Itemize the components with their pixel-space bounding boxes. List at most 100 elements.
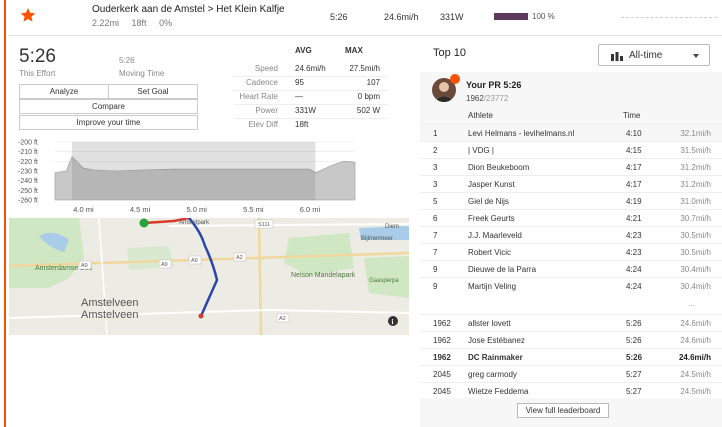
speed-cell: 24.6mi/h <box>680 336 711 345</box>
segment-row[interactable]: Ouderkerk aan de Amstel > Het Klein Kalf… <box>8 0 722 36</box>
road <box>168 223 409 227</box>
compare-button[interactable]: Compare <box>19 99 198 114</box>
star-icon[interactable] <box>20 7 36 23</box>
elevation-chart: -200 ft -210 ft -220 ft -230 ft -240 ft -250 … <box>18 140 356 214</box>
x-tick-label: 4.5 mi <box>130 205 151 214</box>
map-label: A9 <box>161 262 168 268</box>
route-segment-red <box>143 218 190 225</box>
table-row[interactable]: 2045 greg carmody 5:27 24.5mi/h <box>420 365 722 382</box>
x-tick-label: 5.0 mi <box>187 205 208 214</box>
speed-cell: 24.5mi/h <box>680 387 711 396</box>
athlete-name-link[interactable]: Jasper Kunst <box>468 180 515 189</box>
improve-time-button[interactable]: Improve your time <box>19 115 198 130</box>
y-tick-label: -200 ft <box>18 140 38 147</box>
rank-cell: 1 <box>433 129 438 138</box>
table-row[interactable]: 3 Dion Beukeboom 4:17 31.2mi/h <box>420 158 722 175</box>
athlete-name-link[interactable]: Levi Helmans - levihelmans.nl <box>468 129 575 138</box>
map-label: Amstelpark <box>179 220 210 226</box>
leaderboard-ellipsis: ... <box>688 299 695 308</box>
rank-cell: 2045 <box>433 370 451 379</box>
athlete-name-link[interactable]: Giel de Nijs <box>468 197 509 206</box>
x-tick-label: 5.5 mi <box>243 205 264 214</box>
time-cell: 4:17 <box>626 163 642 172</box>
pr-badge-icon <box>450 74 460 84</box>
route-end-marker <box>198 313 204 319</box>
stat-label: Cadence <box>245 78 278 87</box>
athlete-name-link[interactable]: Dieuwe de la Parra <box>468 265 537 274</box>
table-row[interactable]: 1962 Jose Estébanez 5:26 24.6mi/h <box>420 331 722 348</box>
rank-cell: 7 <box>433 231 438 240</box>
athlete-name-link[interactable]: | VDG | <box>468 146 494 155</box>
table-row[interactable]: 7 J.J. Maarleveld 4:23 30.5mi/h <box>420 226 722 243</box>
athlete-name-link[interactable]: allster lovett <box>468 319 511 328</box>
segment-divider <box>621 17 717 19</box>
table-row[interactable]: 2 | VDG | 4:15 31.5mi/h <box>420 141 722 158</box>
table-row[interactable]: 6 Freek Geurts 4:21 30.7mi/h <box>420 209 722 226</box>
table-row[interactable]: 9 Dieuwe de la Parra 4:24 30.4mi/h <box>420 260 722 277</box>
speed-cell: 30.7mi/h <box>680 214 711 223</box>
stat-max: 107 <box>366 78 380 87</box>
table-row[interactable]: 2045 Wietze Feddema 5:27 24.5mi/h <box>420 382 722 399</box>
athlete-name-link[interactable]: Wietze Feddema <box>468 387 529 396</box>
rank-cell: 6 <box>433 214 438 223</box>
segment-power: 331W <box>440 12 464 22</box>
table-row[interactable]: 5 Giel de Nijs 4:19 31.0mi/h <box>420 192 722 209</box>
athlete-name-link[interactable]: DC Rainmaker <box>468 353 523 362</box>
stat-row: Elev Diff 18ft <box>234 120 394 133</box>
speed-cell: 31.2mi/h <box>680 163 711 172</box>
timeframe-dropdown[interactable]: All-time <box>598 44 710 66</box>
athlete-name-link[interactable]: Freek Geurts <box>468 214 515 223</box>
athlete-name-link[interactable]: Martijn Veling <box>468 282 517 291</box>
athlete-name-link[interactable]: J.J. Maarleveld <box>468 231 522 240</box>
road-shield <box>233 252 247 262</box>
table-row[interactable]: 7 Robert Vicic 4:23 30.5mi/h <box>420 243 722 260</box>
time-cell: 4:24 <box>626 282 642 291</box>
view-full-leaderboard-button[interactable]: View full leaderboard <box>517 403 609 418</box>
rank-cell: 1962 <box>433 336 451 345</box>
athlete-name-link[interactable]: Jose Estébanez <box>468 336 525 345</box>
y-tick-label: -260 ft <box>18 198 38 205</box>
rank-cell: 7 <box>433 248 438 257</box>
road <box>9 308 409 319</box>
stat-avg: 18ft <box>295 120 309 129</box>
segment-name[interactable]: Ouderkerk aan de Amstel > Het Klein Kalf… <box>92 4 285 15</box>
athlete-name-link[interactable]: Robert Vicic <box>468 248 511 257</box>
athlete-name-link[interactable]: Dion Beukeboom <box>468 163 530 172</box>
road-shield <box>276 313 290 323</box>
table-row[interactable]: 1962 allster lovett 5:26 24.6mi/h <box>420 314 722 331</box>
stat-divider <box>234 76 388 77</box>
map-label: Amsterdamse Bos <box>35 265 93 272</box>
stat-label: Elev Diff <box>248 120 278 129</box>
max-header: MAX <box>345 46 363 55</box>
leaderboard-footer: View full leaderboard <box>420 398 722 427</box>
info-icon[interactable] <box>388 316 398 326</box>
y-tick-label: -250 ft <box>18 188 38 195</box>
water-area <box>359 226 409 240</box>
time-cell: 4:10 <box>626 129 642 138</box>
segment-percent-bar <box>494 13 528 20</box>
map-label: Gaasperpa <box>369 278 399 284</box>
analyze-button[interactable]: Analyze <box>19 84 109 99</box>
time-cell: 5:27 <box>626 370 642 379</box>
stat-row: Heart Rate — 0 bpm <box>234 92 394 105</box>
stat-row: Power 331W 502 W <box>234 106 394 119</box>
pr-title: Your PR 5:26 <box>466 80 522 90</box>
leaderboard-header: Athlete Time <box>420 109 722 123</box>
set-goal-button[interactable]: Set Goal <box>108 84 198 99</box>
top10-title: Top 10 <box>433 47 467 59</box>
map-label: A9 <box>81 263 88 269</box>
speed-cell: 31.2mi/h <box>680 180 711 189</box>
rank-cell: 3 <box>433 163 438 172</box>
pr-rank: 1962/23772 <box>466 94 508 103</box>
road <box>98 218 108 335</box>
map-label: A9 <box>191 258 198 264</box>
table-row[interactable]: 3 Jasper Kunst 4:17 31.2mi/h <box>420 175 722 192</box>
table-row[interactable]: 1 Levi Helmans - levihelmans.nl 4:10 32.1mi… <box>420 124 722 141</box>
table-row[interactable]: 9 Martijn Veling 4:24 30.4mi/h <box>420 277 722 294</box>
segment-map[interactable]: Amsterdamse Bos Amstelveen Amstelveen Ne… <box>9 218 409 335</box>
stat-avg: 95 <box>295 78 304 87</box>
athlete-name-link[interactable]: greg carmody <box>468 370 517 379</box>
table-row[interactable]: 1962 DC Rainmaker 5:26 24.6mi/h <box>420 348 722 365</box>
speed-cell: 24.6mi/h <box>680 319 711 328</box>
rank-cell: 9 <box>433 282 438 291</box>
